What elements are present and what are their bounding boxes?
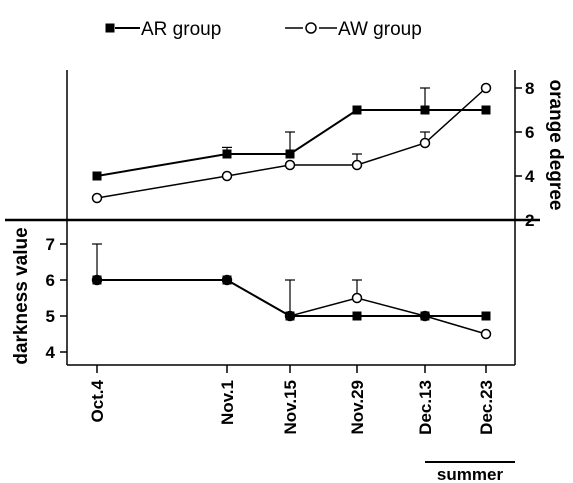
- top-y-tick-label: 8: [525, 79, 534, 98]
- x-tick-label: Dec.23: [477, 380, 496, 435]
- bottom-y-tick-label: 5: [46, 307, 55, 326]
- x-tick-label: Nov.29: [348, 380, 367, 435]
- bottom-y-tick-label: 6: [46, 271, 55, 290]
- x-tick-label: Nov.1: [218, 380, 237, 425]
- top-y-tick-label: 4: [525, 167, 535, 186]
- top-y-tick-label: 2: [525, 211, 534, 230]
- top-panel-series: [91, 82, 492, 204]
- top-aw-series-line: [96, 87, 487, 199]
- top-y-axis-title: orange degree: [545, 80, 566, 211]
- legend-item-aw: AW group: [285, 19, 422, 40]
- bottom-ar-point: [481, 311, 491, 321]
- top-aw-point: [480, 82, 492, 94]
- bottom-aw-point: [480, 328, 492, 340]
- summer-label: summer: [437, 465, 504, 483]
- bottom-y-axis-title: darkness value: [11, 227, 32, 364]
- bottom-ar-point: [352, 311, 362, 321]
- legend-label-aw: AW group: [338, 19, 422, 40]
- legend-label-ar: AR group: [141, 19, 221, 40]
- bottom-y-tick-label: 4: [46, 343, 56, 362]
- bottom-aw-series-line: [97, 279, 487, 335]
- bottom-panel-series: [91, 243, 492, 340]
- top-aw-point: [91, 192, 103, 204]
- bottom-ar-series-line: [97, 279, 486, 317]
- top-ar-point: [285, 149, 295, 159]
- top-aw-point: [284, 159, 296, 171]
- x-tick-label: Dec.13: [416, 380, 435, 435]
- bottom-aw-point: [351, 292, 363, 304]
- top-ar-point: [420, 105, 430, 115]
- legend-square-icon: [105, 23, 115, 33]
- axes: Oct.4 Nov.1 Nov.15 Nov.29 Dec.13 Dec.23 2468 …: [5, 70, 540, 435]
- bottom-y-ticks: 4 5 6 7: [46, 235, 67, 362]
- summer-annotation: summer: [425, 461, 515, 483]
- bottom-ar-point: [285, 311, 295, 321]
- top-ar-point: [222, 149, 232, 159]
- legend-circle-icon: [305, 22, 317, 34]
- x-ticks: Oct.4 Nov.1 Nov.15 Nov.29 Dec.13 Dec.23: [88, 365, 496, 435]
- bottom-ar-point: [420, 311, 430, 321]
- legend: AR group AW group: [105, 19, 422, 40]
- bottom-ar-point: [92, 275, 102, 285]
- x-tick-label: Oct.4: [88, 379, 107, 422]
- bottom-y-tick-label: 7: [46, 235, 55, 254]
- top-aw-point: [221, 170, 233, 182]
- top-ar-series-line: [96, 109, 486, 177]
- top-aw-point: [419, 137, 431, 149]
- top-y-ticks: 2 4 6 8: [515, 79, 535, 230]
- top-aw-point: [351, 159, 363, 171]
- top-ar-point: [92, 171, 102, 181]
- bottom-ar-point: [222, 275, 232, 285]
- top-ar-point: [352, 105, 362, 115]
- legend-item-ar: AR group: [105, 19, 221, 40]
- top-y-tick-label: 6: [525, 123, 534, 142]
- top-ar-point: [481, 105, 491, 115]
- x-tick-label: Nov.15: [281, 380, 300, 435]
